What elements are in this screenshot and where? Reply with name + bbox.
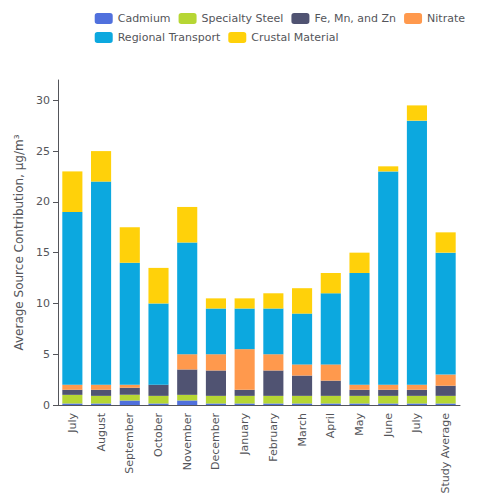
svg-text:March: March (296, 413, 309, 447)
svg-text:15: 15 (36, 246, 50, 259)
svg-text:0: 0 (43, 399, 50, 412)
svg-text:5: 5 (43, 348, 50, 361)
svg-text:July: July (66, 413, 79, 434)
svg-text:July: July (410, 413, 423, 434)
svg-text:20: 20 (36, 195, 50, 208)
svg-text:Cadmium: Cadmium (118, 12, 171, 25)
svg-text:June: June (382, 413, 395, 438)
svg-text:Nitrate: Nitrate (427, 12, 465, 25)
svg-text:May: May (353, 413, 366, 436)
svg-text:August: August (95, 412, 108, 451)
svg-text:January: January (238, 413, 251, 456)
svg-text:November: November (181, 413, 194, 471)
svg-text:Average Source Contribution, μ: Average Source Contribution, μg/m³ (12, 134, 26, 350)
svg-text:April: April (324, 413, 337, 438)
svg-text:October: October (152, 413, 165, 457)
svg-text:Study Average: Study Average (439, 413, 452, 494)
svg-text:Crustal Material: Crustal Material (251, 31, 338, 44)
svg-text:Fe, Mn, and Zn: Fe, Mn, and Zn (314, 12, 396, 25)
svg-text:December: December (209, 413, 222, 471)
svg-text:September: September (123, 413, 136, 474)
svg-text:25: 25 (36, 145, 50, 158)
svg-text:February: February (267, 413, 280, 462)
svg-text:10: 10 (36, 297, 50, 310)
svg-text:Regional Transport: Regional Transport (118, 31, 221, 44)
svg-text:Specialty Steel: Specialty Steel (202, 12, 284, 25)
svg-text:30: 30 (36, 94, 50, 107)
